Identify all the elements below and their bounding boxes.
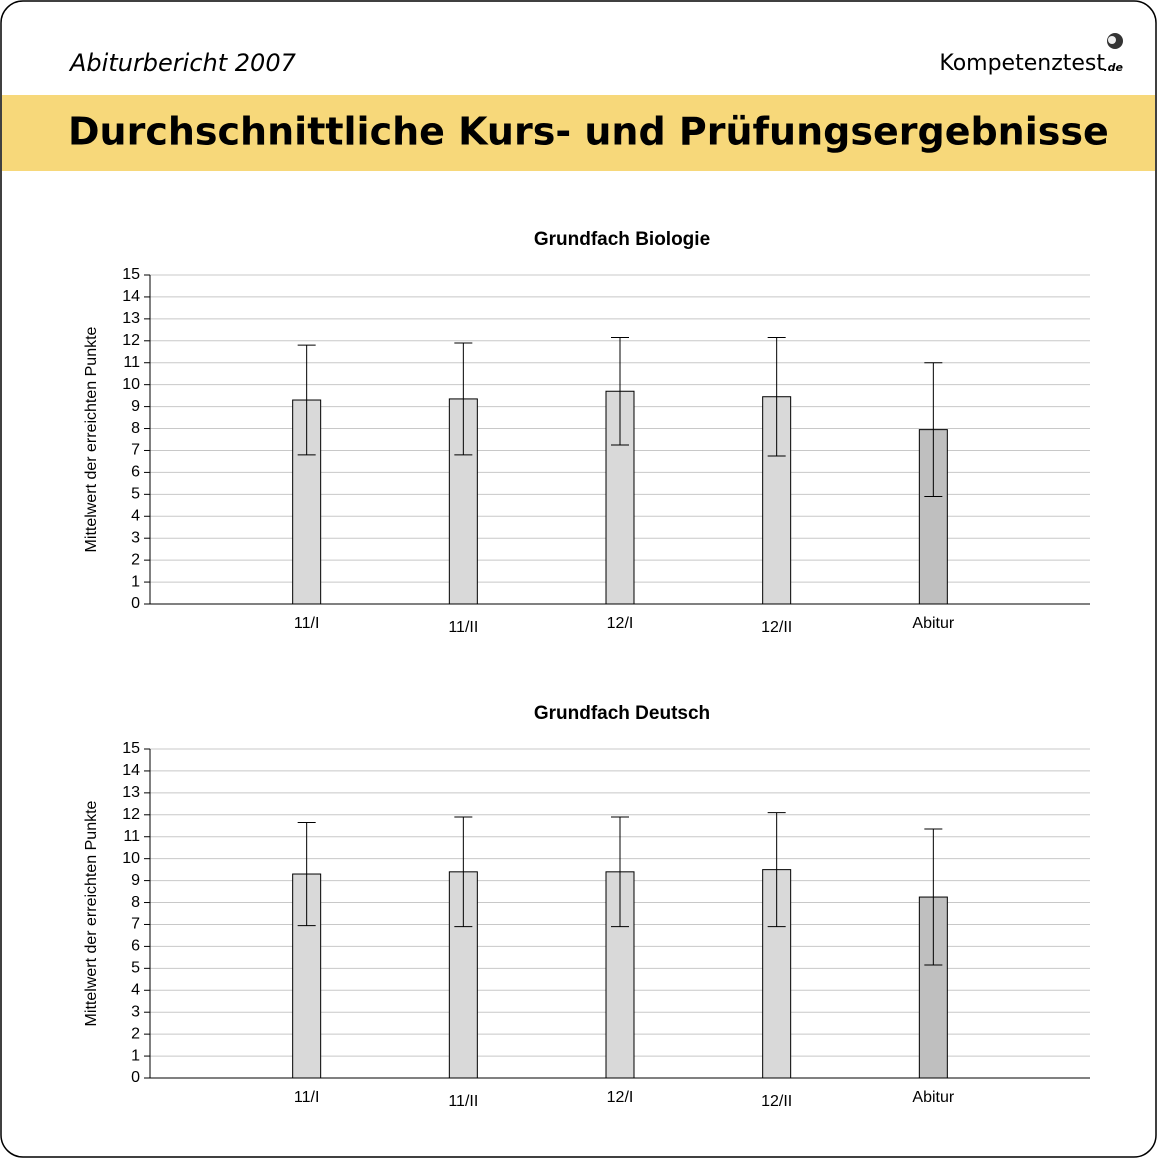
- y-tick-label: 7: [131, 442, 140, 459]
- x-tick-label: 11/I: [294, 1089, 320, 1106]
- y-tick-label: 13: [122, 784, 140, 801]
- y-tick-label: 8: [131, 420, 140, 437]
- y-tick-label: 1: [131, 573, 140, 590]
- y-tick-label: 14: [122, 762, 140, 779]
- y-tick-label: 15: [122, 266, 140, 283]
- y-tick-label: 9: [131, 398, 140, 415]
- y-tick-label: 2: [131, 1025, 140, 1042]
- logo-suffix: .de: [1103, 61, 1123, 74]
- y-tick-label: 1: [131, 1047, 140, 1064]
- x-tick-label: 12/I: [607, 615, 634, 632]
- y-tick-label: 9: [131, 872, 140, 889]
- x-tick-label: 11/II: [448, 619, 478, 636]
- y-tick-label: 8: [131, 894, 140, 911]
- chart-title: Grundfach Deutsch: [534, 703, 710, 724]
- y-tick-label: 5: [131, 486, 140, 503]
- y-axis-label: Mittelwert der erreichten Punkte: [83, 326, 100, 552]
- y-tick-label: 12: [122, 806, 140, 823]
- y-tick-label: 15: [122, 740, 140, 757]
- chart-title: Grundfach Biologie: [534, 229, 710, 250]
- x-tick-label: 12/I: [607, 1089, 634, 1106]
- header-subtitle: Abiturbericht 2007: [68, 49, 297, 77]
- x-tick-label: 11/II: [448, 1093, 478, 1110]
- y-tick-label: 7: [131, 916, 140, 933]
- page-title: Durchschnittliche Kurs- und Prüfungserge…: [68, 110, 1109, 154]
- y-tick-label: 0: [131, 1069, 140, 1086]
- title-band: [2, 95, 1155, 171]
- x-tick-label: Abitur: [912, 615, 954, 632]
- y-tick-label: 10: [122, 376, 140, 393]
- y-tick-label: 4: [131, 507, 140, 524]
- y-tick-label: 4: [131, 981, 140, 998]
- x-tick-label: Abitur: [912, 1089, 954, 1106]
- y-tick-label: 10: [122, 850, 140, 867]
- y-axis-label: Mittelwert der erreichten Punkte: [83, 800, 100, 1026]
- y-tick-label: 11: [123, 354, 140, 371]
- x-tick-label: 12/II: [761, 619, 792, 636]
- y-tick-label: 3: [131, 529, 140, 546]
- logo: Kompetenztest: [939, 51, 1105, 76]
- y-tick-label: 3: [131, 1003, 140, 1020]
- logo-icon: [1108, 36, 1116, 44]
- y-tick-label: 14: [122, 288, 140, 305]
- y-tick-label: 6: [131, 938, 140, 955]
- y-tick-label: 2: [131, 551, 140, 568]
- x-tick-label: 12/II: [761, 1093, 792, 1110]
- y-tick-label: 11: [123, 828, 140, 845]
- y-tick-label: 13: [122, 310, 140, 327]
- x-tick-label: 11/I: [294, 615, 320, 632]
- y-tick-label: 5: [131, 960, 140, 977]
- y-tick-label: 12: [122, 332, 140, 349]
- y-tick-label: 0: [131, 595, 140, 612]
- y-tick-label: 6: [131, 464, 140, 481]
